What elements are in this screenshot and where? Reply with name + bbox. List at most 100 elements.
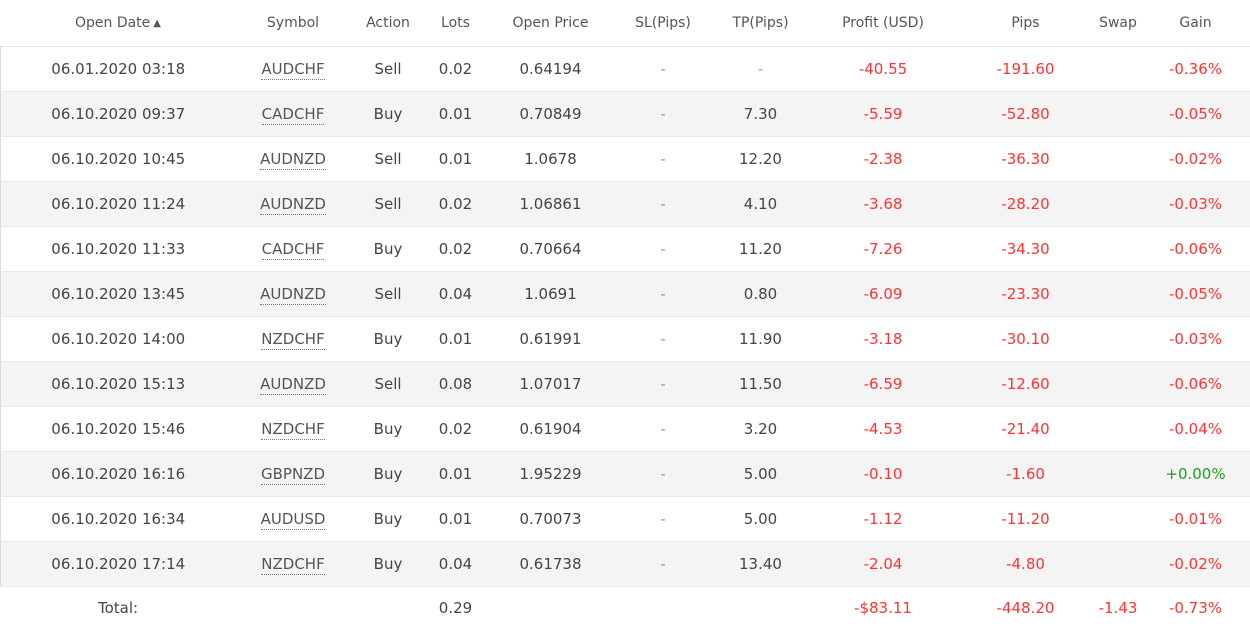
sort-ascending-icon[interactable]: ▲ (153, 18, 161, 29)
cell-sl-pips: - (616, 91, 711, 136)
cell-gain: +0.00% (1141, 451, 1250, 496)
cell-lots: 0.08 (426, 361, 486, 406)
cell-lots: 0.02 (426, 406, 486, 451)
total-pips: -448.20 (956, 586, 1096, 630)
symbol-link[interactable]: AUDNZD (260, 285, 326, 305)
cell-action: Sell (351, 46, 426, 91)
cell-pips: -23.30 (956, 271, 1096, 316)
cell-open-date: 06.10.2020 16:16 (1, 451, 236, 496)
cell-gain: -0.03% (1141, 181, 1250, 226)
cell-profit: -6.59 (811, 361, 956, 406)
cell-tp-pips: 11.20 (711, 226, 811, 271)
symbol-link[interactable]: AUDNZD (260, 375, 326, 395)
cell-tp-pips: 11.90 (711, 316, 811, 361)
header-profit[interactable]: Profit (USD) (811, 0, 956, 46)
cell-profit: -7.26 (811, 226, 956, 271)
cell-pips: -12.60 (956, 361, 1096, 406)
symbol-link[interactable]: CADCHF (262, 105, 325, 125)
cell-swap (1096, 316, 1141, 361)
symbol-link[interactable]: GBPNZD (261, 465, 325, 485)
cell-gain: -0.06% (1141, 361, 1250, 406)
symbol-link[interactable]: AUDNZD (260, 195, 326, 215)
cell-gain: -0.05% (1141, 91, 1250, 136)
total-gain: -0.73% (1141, 586, 1250, 630)
symbol-link[interactable]: NZDCHF (261, 330, 324, 350)
table-header-row: Open Date▲ Symbol Action Lots Open Price… (1, 0, 1250, 46)
cell-tp-pips: 5.00 (711, 496, 811, 541)
cell-lots: 0.01 (426, 316, 486, 361)
total-profit: -$83.11 (811, 586, 956, 630)
total-row: Total: 0.29 -$83.11 -448.20 -1.43 -0.73% (1, 586, 1250, 630)
header-tp-pips[interactable]: TP(Pips) (711, 0, 811, 46)
cell-open-price: 0.64194 (486, 46, 616, 91)
cell-gain: -0.01% (1141, 496, 1250, 541)
symbol-link[interactable]: AUDNZD (260, 150, 326, 170)
header-action[interactable]: Action (351, 0, 426, 46)
cell-gain: -0.03% (1141, 316, 1250, 361)
cell-open-date: 06.10.2020 16:34 (1, 496, 236, 541)
cell-open-price: 1.0691 (486, 271, 616, 316)
header-sl-pips[interactable]: SL(Pips) (616, 0, 711, 46)
cell-pips: -1.60 (956, 451, 1096, 496)
cell-action: Buy (351, 226, 426, 271)
cell-lots: 0.02 (426, 46, 486, 91)
cell-profit: -5.59 (811, 91, 956, 136)
cell-pips: -52.80 (956, 91, 1096, 136)
cell-symbol: AUDNZD (236, 181, 351, 226)
cell-symbol: NZDCHF (236, 406, 351, 451)
header-open-price[interactable]: Open Price (486, 0, 616, 46)
cell-symbol: NZDCHF (236, 316, 351, 361)
header-pips[interactable]: Pips (956, 0, 1096, 46)
header-open-date-label: Open Date (75, 15, 150, 31)
cell-pips: -34.30 (956, 226, 1096, 271)
cell-swap (1096, 541, 1141, 586)
cell-symbol: GBPNZD (236, 451, 351, 496)
cell-action: Sell (351, 181, 426, 226)
symbol-link[interactable]: NZDCHF (261, 420, 324, 440)
cell-open-price: 1.06861 (486, 181, 616, 226)
symbol-link[interactable]: AUDCHF (261, 60, 324, 80)
total-label: Total: (1, 586, 236, 630)
cell-sl-pips: - (616, 46, 711, 91)
cell-symbol: AUDNZD (236, 136, 351, 181)
cell-tp-pips: - (711, 46, 811, 91)
cell-action: Buy (351, 451, 426, 496)
symbol-link[interactable]: AUDUSD (261, 510, 326, 530)
cell-profit: -3.18 (811, 316, 956, 361)
total-lots: 0.29 (426, 586, 486, 630)
symbol-link[interactable]: CADCHF (262, 240, 325, 260)
cell-pips: -21.40 (956, 406, 1096, 451)
cell-open-date: 06.10.2020 11:33 (1, 226, 236, 271)
cell-sl-pips: - (616, 181, 711, 226)
cell-pips: -30.10 (956, 316, 1096, 361)
cell-tp-pips: 0.80 (711, 271, 811, 316)
cell-swap (1096, 136, 1141, 181)
cell-pips: -4.80 (956, 541, 1096, 586)
cell-sl-pips: - (616, 496, 711, 541)
header-lots[interactable]: Lots (426, 0, 486, 46)
cell-action: Sell (351, 136, 426, 181)
cell-action: Buy (351, 496, 426, 541)
cell-open-date: 06.10.2020 13:45 (1, 271, 236, 316)
cell-gain: -0.04% (1141, 406, 1250, 451)
cell-gain: -0.06% (1141, 226, 1250, 271)
cell-lots: 0.01 (426, 136, 486, 181)
total-swap: -1.43 (1096, 586, 1141, 630)
header-gain[interactable]: Gain (1141, 0, 1250, 46)
header-open-date[interactable]: Open Date▲ (1, 0, 236, 46)
cell-open-date: 06.10.2020 09:37 (1, 91, 236, 136)
header-swap[interactable]: Swap (1096, 0, 1141, 46)
cell-tp-pips: 7.30 (711, 91, 811, 136)
cell-gain: -0.05% (1141, 271, 1250, 316)
cell-sl-pips: - (616, 451, 711, 496)
cell-lots: 0.01 (426, 91, 486, 136)
cell-profit: -40.55 (811, 46, 956, 91)
symbol-link[interactable]: NZDCHF (261, 555, 324, 575)
header-symbol[interactable]: Symbol (236, 0, 351, 46)
